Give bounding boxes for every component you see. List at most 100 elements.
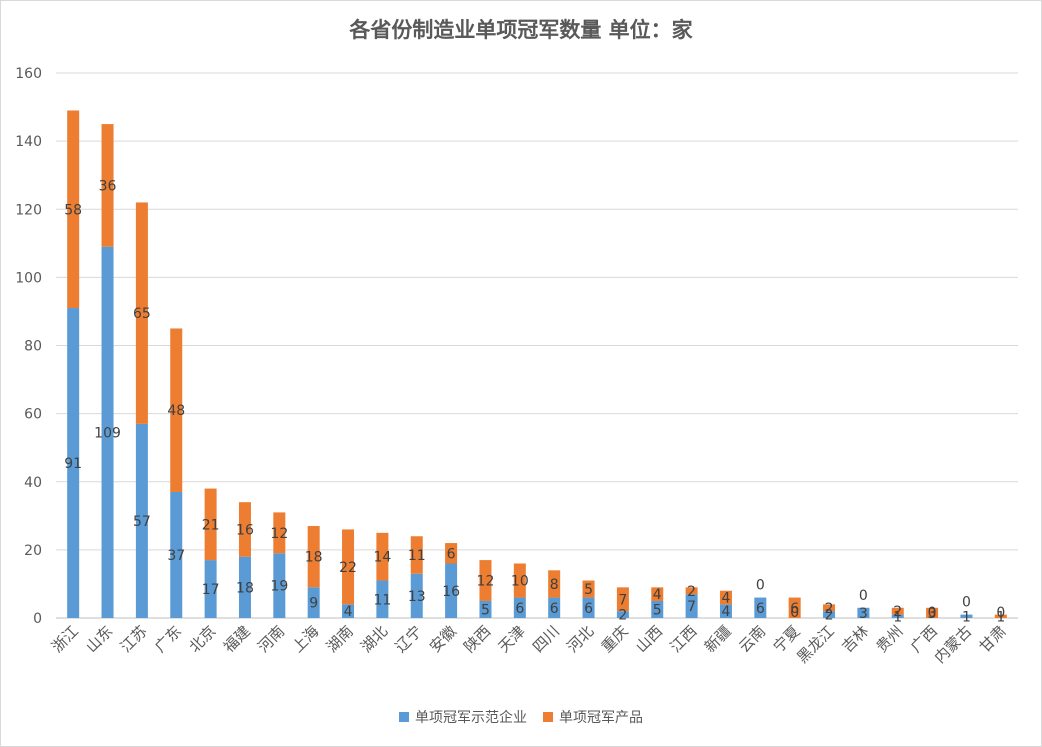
bar-series-2 — [376, 532, 389, 581]
x-tick-label: 河北 — [563, 622, 597, 656]
bar-series-2 — [582, 580, 595, 598]
bar-series-2 — [513, 563, 526, 598]
bar-series-2 — [926, 607, 939, 618]
bar-series-2 — [651, 587, 664, 601]
bar-series-1 — [307, 587, 320, 618]
legend-item-series-1: 单项冠军示范企业 — [399, 707, 527, 727]
data-label-series-2: 36 — [99, 178, 117, 194]
y-tick-label: 40 — [24, 475, 42, 491]
x-tick-label: 山西 — [632, 622, 666, 656]
data-label-series-2: 4 — [653, 587, 662, 603]
y-tick-label: 80 — [24, 339, 42, 355]
bar-series-1 — [513, 597, 526, 618]
data-label-series-1: 5 — [653, 602, 662, 618]
data-label-series-2: 0 — [756, 578, 765, 594]
x-tick-label: 湖南 — [323, 622, 357, 656]
bar-series-1 — [857, 607, 870, 618]
data-label-series-1: 18 — [236, 580, 254, 596]
data-label-series-2: 1 — [996, 609, 1005, 625]
y-tick-label: 120 — [15, 202, 42, 218]
bar-series-2 — [445, 543, 458, 564]
x-tick-label: 甘肃 — [976, 622, 1010, 656]
data-label-series-2: 8 — [550, 577, 559, 593]
y-tick-label: 160 — [15, 66, 42, 82]
data-label-series-2: 3 — [928, 606, 937, 622]
x-tick-label: 重庆 — [598, 622, 632, 656]
data-label-series-1: 6 — [550, 601, 559, 617]
data-label-series-2: 65 — [133, 306, 151, 322]
bar-series-2 — [616, 587, 629, 612]
bar-series-1 — [891, 614, 904, 618]
data-label-series-2: 22 — [339, 560, 357, 576]
data-label-series-2: 7 — [618, 592, 627, 608]
y-tick-label: 20 — [24, 543, 42, 559]
legend-swatch-series-1 — [399, 712, 409, 722]
x-tick-label: 黑龙江 — [793, 622, 838, 667]
data-label-series-1: 16 — [442, 584, 460, 600]
y-tick-label: 0 — [33, 611, 42, 627]
bar-series-2 — [548, 570, 561, 598]
data-label-series-1: 0 — [996, 605, 1005, 621]
data-label-series-1: 19 — [270, 579, 288, 595]
bar-series-1 — [685, 594, 698, 618]
data-label-series-1: 5 — [481, 602, 490, 618]
y-tick-label: 60 — [24, 407, 42, 423]
bar-series-1 — [960, 614, 973, 618]
bar-series-1 — [410, 573, 423, 618]
bar-series-2 — [994, 614, 1007, 618]
bar-series-1 — [238, 556, 251, 618]
chart-title: 各省份制造业单项冠军数量 单位：家 — [349, 18, 693, 42]
bar-series-2 — [719, 590, 732, 605]
x-tick-label: 贵州 — [873, 622, 907, 656]
data-label-series-1: 57 — [133, 514, 151, 530]
x-tick-label: 内蒙古 — [931, 622, 976, 667]
bar-series-1 — [754, 597, 767, 618]
bar-series-2 — [891, 607, 904, 615]
data-label-series-2: 21 — [202, 517, 220, 533]
data-label-series-2: 10 — [511, 574, 529, 590]
bar-series-1 — [548, 597, 561, 618]
bar-series-1 — [135, 423, 148, 618]
bar-series-1 — [67, 308, 80, 618]
data-label-series-1: 37 — [167, 548, 185, 564]
bar-series-1 — [273, 553, 286, 618]
data-label-series-1: 13 — [408, 589, 426, 605]
data-label-series-1: 4 — [344, 604, 353, 620]
data-label-series-2: 58 — [64, 202, 82, 218]
data-label-series-1: 0 — [790, 605, 799, 621]
bar-series-1 — [651, 600, 664, 618]
bar-series-2 — [685, 587, 698, 595]
x-tick-label: 云南 — [735, 622, 769, 656]
data-label-series-1: 17 — [202, 582, 220, 598]
bar-series-1 — [823, 611, 836, 618]
data-label-series-2: 0 — [859, 588, 868, 604]
data-label-series-2: 48 — [167, 403, 185, 419]
bar-series-2 — [410, 536, 423, 574]
bar-series-1 — [170, 491, 183, 618]
data-label-series-2: 6 — [447, 546, 456, 562]
bar-series-1 — [101, 246, 114, 618]
x-tick-label: 福建 — [220, 622, 254, 656]
x-tick-label: 新疆 — [701, 622, 735, 656]
data-label-series-1: 6 — [515, 601, 524, 617]
bar-series-2 — [788, 597, 801, 618]
data-label-series-2: 2 — [893, 604, 902, 620]
x-tick-label: 山东 — [82, 622, 116, 656]
data-label-series-2: 0 — [962, 595, 971, 611]
data-label-series-1: 2 — [825, 608, 834, 624]
bar-series-1 — [479, 600, 492, 618]
data-label-series-2: 4 — [722, 591, 731, 607]
data-label-series-1: 7 — [687, 599, 696, 615]
bar-series-2 — [307, 526, 320, 588]
data-label-series-1: 4 — [722, 604, 731, 620]
x-tick-label: 河南 — [254, 622, 288, 656]
x-tick-label: 陕西 — [460, 622, 494, 656]
x-tick-label: 天津 — [495, 622, 529, 656]
data-label-series-2: 6 — [790, 601, 799, 617]
y-tick-label: 140 — [15, 134, 42, 150]
data-label-series-2: 11 — [408, 548, 426, 564]
data-label-series-1: 2 — [618, 608, 627, 624]
bar-series-1 — [582, 597, 595, 618]
bar-series-2 — [238, 502, 251, 557]
data-label-series-1: 6 — [756, 601, 765, 617]
